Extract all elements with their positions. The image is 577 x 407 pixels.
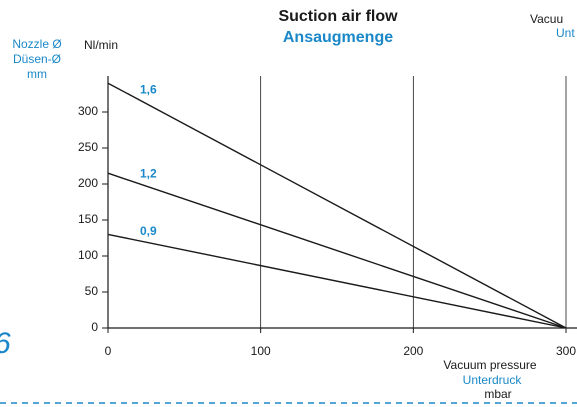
- chart-subtitle: Ansaugmenge: [283, 29, 393, 46]
- y-tick-label: 50: [85, 284, 99, 298]
- annotation: Unt: [556, 26, 575, 40]
- x-axis-label: Unterdruck: [463, 373, 523, 387]
- series-label: 1,2: [140, 167, 157, 181]
- y-tick-label: 250: [78, 140, 98, 154]
- series-line: [107, 172, 567, 329]
- annotation: Vacuu: [530, 12, 563, 26]
- x-tick-label: 100: [251, 344, 271, 358]
- y-tick-label: 100: [78, 248, 98, 262]
- series-label: 1,6: [140, 83, 157, 97]
- series-label: 0,9: [140, 224, 157, 238]
- annotation: 6: [0, 327, 11, 360]
- y-tick-label: 300: [78, 104, 98, 118]
- y-tick-label: 150: [78, 212, 98, 226]
- x-tick-label: 300: [556, 344, 576, 358]
- series-line: [107, 233, 567, 329]
- x-axis-label: mbar: [484, 387, 511, 401]
- x-tick-label: 200: [403, 344, 423, 358]
- y-tick-label: 200: [78, 176, 98, 190]
- y-tick-label: 0: [91, 320, 98, 334]
- chart-title: Suction air flow: [278, 8, 398, 25]
- legend-title: Düsen-Ø: [13, 52, 61, 66]
- x-tick-label: 0: [105, 344, 112, 358]
- legend-title: Nozzle Ø: [12, 37, 61, 51]
- legend-title: mm: [27, 67, 47, 81]
- y-axis-label: Nl/min: [84, 38, 118, 52]
- x-axis-label: Vacuum pressure: [443, 358, 536, 372]
- series-line: [107, 82, 567, 329]
